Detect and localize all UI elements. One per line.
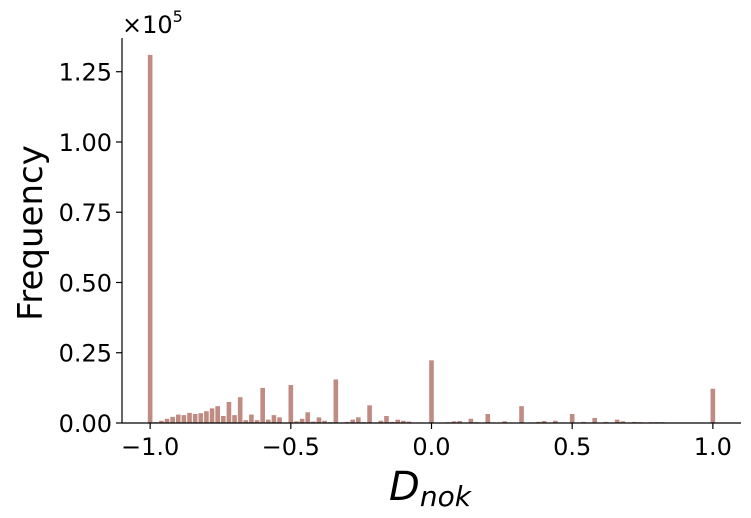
histogram-bar	[288, 385, 294, 423]
histogram-bar	[266, 419, 271, 423]
x-tick-label: −1.0	[121, 433, 179, 461]
histogram-bar	[209, 408, 215, 423]
histogram-bar	[215, 406, 220, 423]
histogram-bar	[395, 419, 401, 423]
histogram-bar	[333, 379, 339, 423]
histogram-bar	[305, 412, 310, 423]
x-tick-label: 1.0	[694, 433, 732, 461]
histogram-bar	[451, 421, 457, 423]
histogram-bar	[181, 415, 187, 423]
histogram-bar	[204, 411, 209, 423]
histogram-bar	[614, 419, 620, 423]
x-axis-title-main: D	[389, 464, 420, 510]
histogram-bar	[356, 417, 361, 423]
histogram-bar	[271, 415, 277, 423]
histogram-bar	[170, 416, 175, 423]
y-axis-title: Frequency	[11, 145, 51, 321]
y-tick-label: 0.75	[59, 199, 112, 227]
histogram-bar	[350, 419, 356, 423]
histogram-bar	[198, 413, 204, 423]
x-axis-title-sub: nok	[420, 480, 473, 513]
histogram-bar	[226, 401, 232, 423]
histogram-bar	[316, 417, 322, 423]
histogram-bar	[468, 418, 474, 423]
histogram-bar	[147, 54, 153, 424]
histogram-bar	[260, 387, 265, 423]
x-tick-label: 0.0	[412, 433, 450, 461]
histogram-bar	[299, 418, 305, 423]
histogram-bar	[569, 414, 575, 423]
histogram-bar	[187, 412, 192, 423]
histogram-bar	[311, 421, 316, 423]
histogram-bar	[457, 421, 462, 423]
histogram-bar	[485, 414, 491, 423]
histogram-bar	[384, 415, 389, 423]
histogram-bar	[710, 388, 716, 423]
histogram-bar	[322, 420, 327, 423]
histogram-bar	[277, 417, 282, 423]
histogram-bar	[592, 417, 597, 423]
x-axis-ticks: −1.0 −0.5 0.0 0.5 1.0	[121, 423, 732, 461]
histogram-bar	[401, 420, 406, 423]
histogram-bar	[249, 414, 254, 423]
histogram-bar	[367, 405, 372, 423]
histogram-bar	[254, 420, 260, 423]
histogram-bar	[164, 418, 170, 423]
histogram-bar	[243, 420, 249, 423]
histogram-bar	[237, 397, 243, 423]
histogram-bar	[519, 406, 524, 423]
histogram-bar	[552, 420, 558, 423]
histogram-bar	[192, 414, 198, 423]
histogram-bar	[620, 421, 626, 423]
histogram-bar	[159, 420, 164, 423]
histogram-bar	[502, 421, 507, 423]
y-tick-label: 1.25	[59, 59, 112, 87]
bars-group	[147, 54, 716, 424]
histogram-bar	[406, 421, 412, 423]
histogram-bar	[232, 415, 237, 423]
y-multiplier: ×105	[122, 7, 183, 39]
histogram-bar	[541, 421, 547, 423]
y-multiplier-exp: 5	[173, 7, 183, 26]
y-tick-label: 1.00	[59, 129, 112, 157]
x-tick-label: 0.5	[553, 433, 591, 461]
y-tick-label: 0.00	[59, 410, 112, 438]
histogram-bar	[429, 360, 434, 423]
y-multiplier-base: ×10	[122, 11, 173, 39]
histogram-bar	[175, 414, 181, 423]
y-axis-ticks: 0.00 0.25 0.50 0.75 1.00 1.25	[59, 59, 122, 438]
histogram-bar	[378, 420, 384, 423]
histogram-bar	[220, 415, 226, 423]
x-axis-title: Dnok	[389, 464, 473, 513]
x-tick-label: −0.5	[262, 433, 320, 461]
y-tick-label: 0.50	[59, 269, 112, 297]
y-tick-label: 0.25	[59, 340, 112, 368]
histogram-bar	[294, 421, 299, 423]
